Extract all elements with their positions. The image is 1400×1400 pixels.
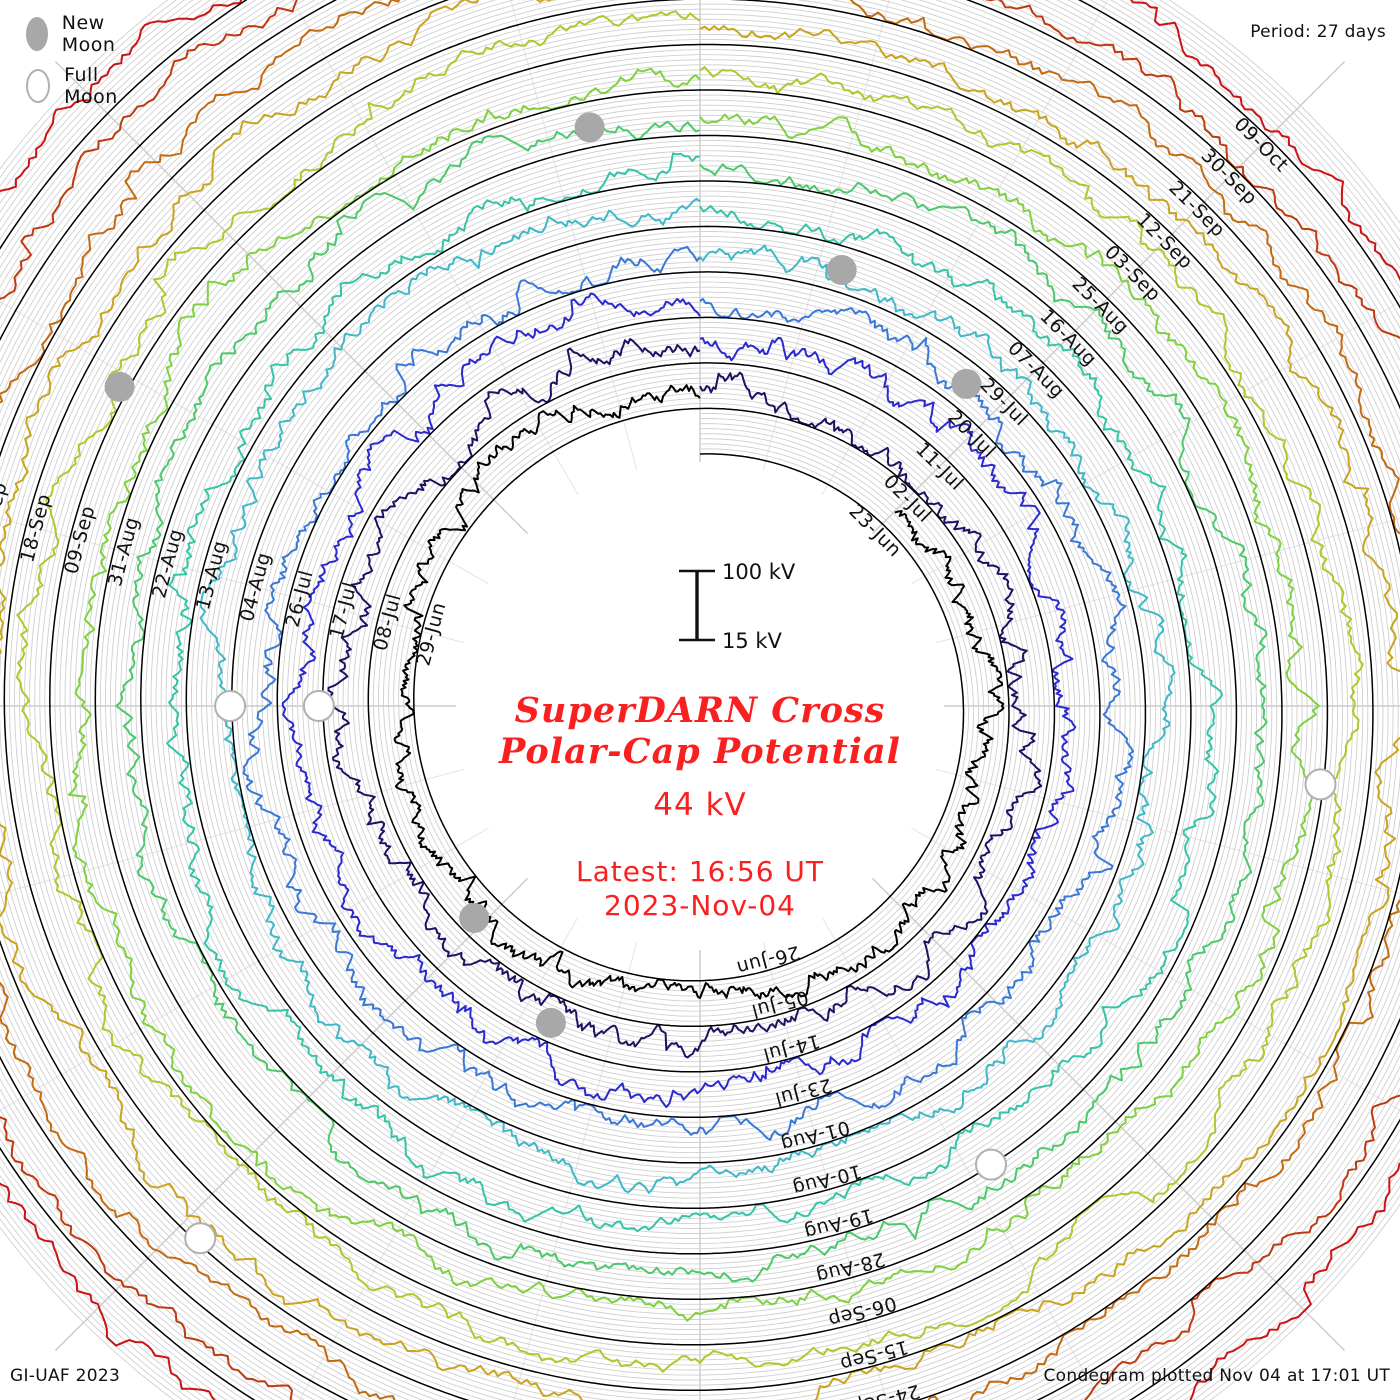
legend-new-moon-label: New Moon — [61, 12, 116, 56]
full-moon-marker — [1304, 768, 1337, 801]
full-moon-icon — [26, 69, 51, 103]
current-value: 44 kV — [653, 786, 747, 823]
new-moon-marker — [535, 1007, 566, 1038]
latest-date: 2023-Nov-04 — [604, 888, 796, 922]
date-label: 08-Jul — [369, 591, 405, 653]
date-label: 17-Jul — [325, 580, 361, 642]
scalebar-bottom-label: 15 kV — [722, 629, 783, 653]
latest-time: Latest: 16:56 UT — [575, 855, 825, 888]
new-moon-marker — [574, 112, 605, 143]
new-moon-marker — [826, 255, 857, 285]
credit-label: GI-UAF 2023 — [10, 1366, 121, 1386]
period-label: Period: 27 days — [1250, 22, 1386, 42]
date-label: 01-Aug — [778, 1116, 852, 1156]
full-moon-marker — [975, 1148, 1007, 1181]
chart-title-line1: SuperDARN Cross — [514, 690, 886, 731]
new-moon-icon — [26, 17, 48, 51]
date-label: 10-Aug — [790, 1160, 864, 1200]
full-moon-marker — [184, 1222, 217, 1255]
chart-title-line2: Polar-Cap Potential — [499, 731, 901, 773]
chart-title-block: SuperDARN Cross Polar-Cap Potential 44 k… — [0, 690, 1400, 823]
full-moon-marker — [214, 690, 247, 722]
scalebar-top-label: 100 kV — [722, 560, 796, 584]
latest-block: Latest: 16:56 UT 2023-Nov-04 — [0, 855, 1400, 922]
full-moon-marker — [302, 690, 335, 722]
date-label: 23-Jul — [772, 1074, 834, 1110]
new-moon-marker — [459, 903, 490, 933]
legend-new-moon: New Moon — [26, 12, 128, 56]
legend-full-moon-label: Full Moon — [64, 64, 118, 108]
date-label: 29-Jun — [412, 600, 450, 668]
legend-full-moon: Full Moon — [26, 64, 128, 108]
plotted-label: Condegram plotted Nov 04 at 17:01 UT — [1043, 1366, 1390, 1386]
kv-scalebar: 100 kV 15 kV — [679, 560, 796, 653]
new-moon-marker — [951, 368, 982, 399]
new-moon-marker — [104, 371, 135, 402]
moon-phase-markers — [104, 112, 1337, 1255]
